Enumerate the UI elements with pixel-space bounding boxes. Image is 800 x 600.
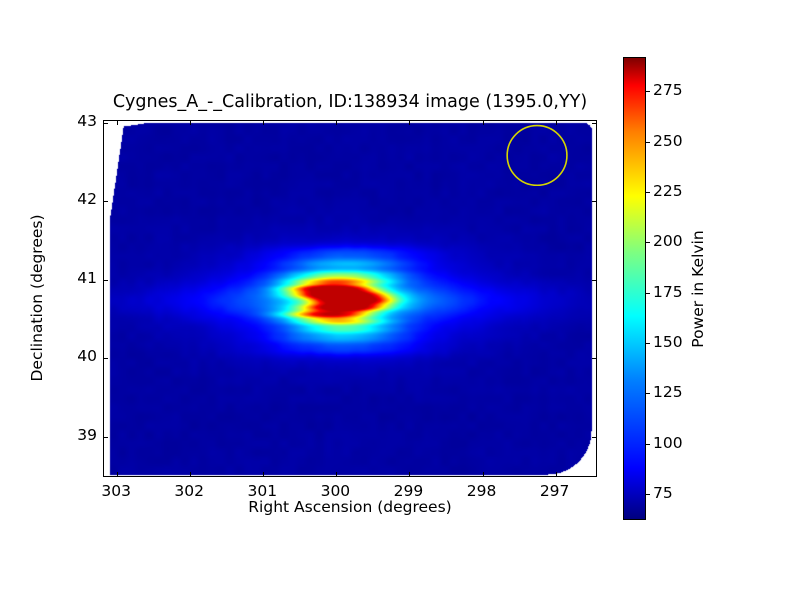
- x-tick-mark: [555, 472, 557, 476]
- x-tick-label: 303: [101, 482, 131, 500]
- x-tick-label: 302: [174, 482, 205, 500]
- y-tick-mark: [104, 437, 108, 439]
- x-tick-mark-top: [409, 121, 411, 125]
- x-tick-mark-top: [336, 121, 338, 125]
- x-tick-label: 298: [466, 482, 497, 500]
- heatmap-axes[interactable]: [103, 120, 597, 477]
- x-tick-mark: [482, 472, 484, 476]
- x-tick-mark-top: [555, 121, 557, 125]
- x-tick-mark: [336, 472, 338, 476]
- colorbar-tick-mark: [646, 292, 650, 294]
- colorbar-tick-label: 125: [653, 383, 683, 402]
- colorbar-tick-mark: [646, 342, 650, 344]
- y-tick-label: 41: [77, 268, 97, 287]
- colorbar[interactable]: [623, 57, 646, 520]
- heatmap-image: [104, 121, 596, 476]
- y-tick-mark: [104, 358, 108, 360]
- heatmap-canvas: [104, 121, 596, 476]
- y-tick-mark: [104, 201, 108, 203]
- x-tick-mark: [190, 472, 192, 476]
- y-tick-mark-right: [592, 437, 596, 439]
- x-tick-label: 300: [320, 482, 351, 500]
- x-axis-label: Right Ascension (degrees): [248, 498, 452, 516]
- y-tick-mark-right: [592, 358, 596, 360]
- colorbar-tick-mark: [646, 141, 650, 143]
- colorbar-tick-label: 275: [653, 81, 683, 100]
- colorbar-tick-mark: [646, 91, 650, 93]
- y-tick-mark: [104, 122, 108, 124]
- y-axis-label: Declination (degrees): [28, 214, 46, 382]
- x-tick-mark-top: [117, 121, 119, 125]
- page-title: Cygnes_A_-_Calibration, ID:138934 image …: [112, 92, 588, 112]
- x-tick-mark-top: [482, 121, 484, 125]
- x-tick-mark: [409, 472, 411, 476]
- x-tick-mark: [263, 472, 265, 476]
- y-tick-mark-right: [592, 122, 596, 124]
- x-tick-mark-top: [263, 121, 265, 125]
- y-tick-mark-right: [592, 201, 596, 203]
- y-tick-label: 40: [77, 347, 97, 366]
- colorbar-label: Power in Kelvin: [689, 230, 707, 348]
- colorbar-tick-mark: [646, 393, 650, 395]
- colorbar-tick-mark: [646, 493, 650, 495]
- colorbar-tick-mark: [646, 191, 650, 193]
- colorbar-tick-label: 100: [653, 433, 683, 452]
- y-tick-mark: [104, 279, 108, 281]
- colorbar-tick-mark: [646, 242, 650, 244]
- x-tick-label: 299: [393, 482, 424, 500]
- colorbar-tick-label: 250: [653, 131, 683, 150]
- colorbar-tick-label: 75: [653, 483, 673, 502]
- y-tick-label: 42: [77, 190, 97, 209]
- colorbar-tick-label: 225: [653, 181, 683, 200]
- colorbar-tick-mark: [646, 443, 650, 445]
- x-tick-label: 297: [539, 482, 570, 500]
- y-tick-label: 43: [77, 111, 97, 130]
- y-tick-mark-right: [592, 279, 596, 281]
- x-tick-label: 301: [247, 482, 278, 500]
- colorbar-tick-label: 150: [653, 332, 683, 351]
- colorbar-tick-label: 200: [653, 232, 683, 251]
- colorbar-tick-label: 175: [653, 282, 683, 301]
- x-tick-mark: [117, 472, 119, 476]
- y-tick-label: 39: [77, 426, 97, 445]
- x-tick-mark-top: [190, 121, 192, 125]
